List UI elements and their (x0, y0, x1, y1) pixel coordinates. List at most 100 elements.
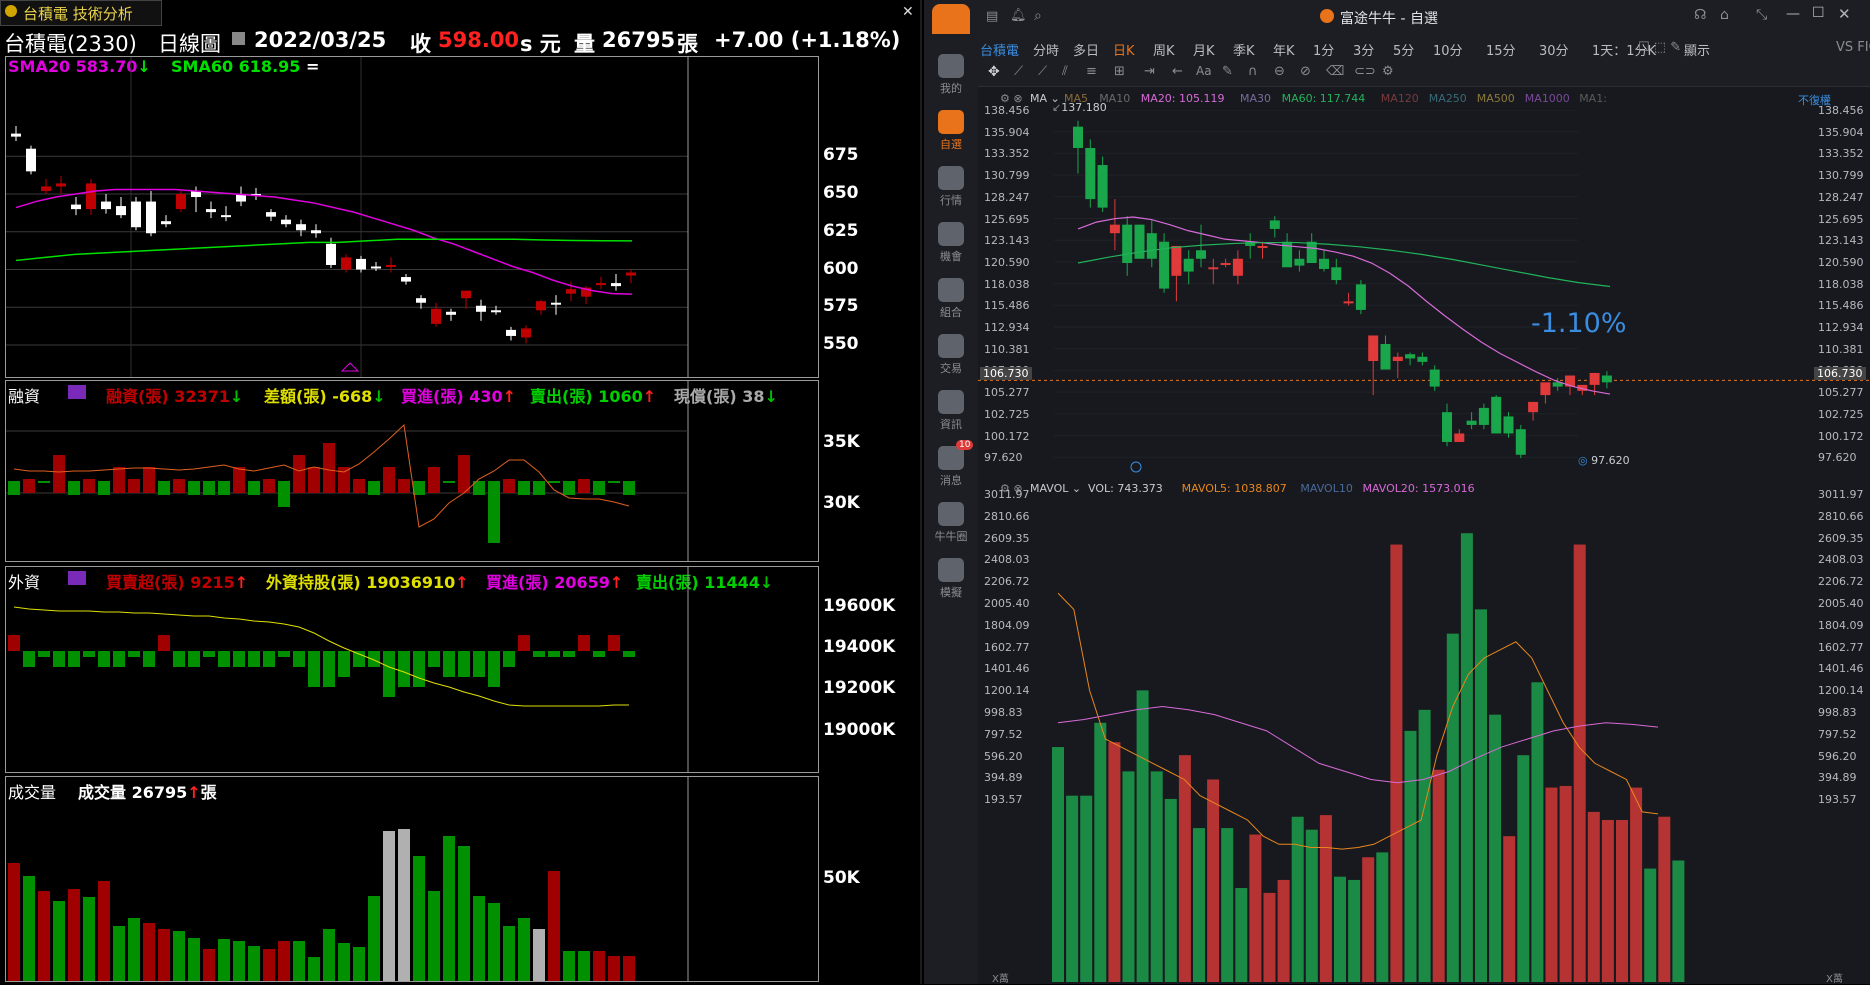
period-tab[interactable]: 季K (1233, 44, 1255, 59)
ma-item[interactable]: MA60: 117.744 (1281, 92, 1366, 105)
settings-icon[interactable]: ⚙ (1382, 64, 1394, 79)
period-tab[interactable]: 1天：1分K (1592, 44, 1657, 59)
vol-legend-item[interactable]: VOL: 743.373 (1088, 482, 1163, 495)
delete-icon[interactable]: ⌫ (1326, 64, 1345, 79)
volume-panel[interactable]: 成交量 成交量 26795↑張 (5, 776, 819, 982)
foreign-bar (533, 651, 545, 657)
period-tab[interactable]: 日K (1113, 44, 1135, 59)
chart-kind[interactable]: 日線圖 (158, 32, 221, 56)
sidebar-item[interactable]: 消息 10 (924, 440, 978, 488)
minimize-button[interactable]: — (1786, 6, 1800, 22)
candle-body (1392, 356, 1403, 362)
hide-icon[interactable]: ⊘ (1300, 64, 1311, 79)
period-tab[interactable]: 30分 (1539, 44, 1569, 59)
text-tool-icon[interactable]: Aa (1196, 64, 1212, 78)
price-axis-tick: 130.799 (1818, 169, 1864, 183)
period-tab[interactable]: 5分 (1393, 44, 1415, 59)
ma-item[interactable]: MA10 (1099, 92, 1131, 105)
compare-label[interactable]: VS FIC (1836, 40, 1870, 55)
period-tab[interactable]: 分時 (1033, 44, 1060, 59)
ma-item[interactable]: MA1000 (1524, 92, 1570, 105)
sma20-line (15, 188, 633, 295)
headset-icon[interactable]: ☊ (1694, 7, 1707, 23)
shirt-icon[interactable]: ⌂ (1720, 7, 1729, 23)
period-tab[interactable]: 年K (1273, 44, 1295, 59)
period-tab[interactable]: 顯示 (1684, 44, 1711, 59)
ma-item[interactable]: MA500 (1476, 92, 1515, 105)
vol-settings-icon[interactable]: ⚙ ⊗ (1000, 482, 1023, 495)
period-tab[interactable]: 台積電 (980, 44, 1020, 59)
ma-item[interactable]: MA5 (1064, 92, 1089, 105)
foreign-panel[interactable]: 外資 買賣超(張) 9215↑ 外資持股(張) 19036910↑ 買進(張) … (5, 566, 819, 773)
period-tab[interactable]: 1分 (1313, 44, 1335, 59)
sidebar: 我的自選行情機會組合交易資訊消息 10 牛牛圈模擬 (924, 34, 978, 984)
maximize-button[interactable]: ☐ (1812, 5, 1825, 21)
view-tools-icon[interactable]: ☐ ⬚ ✎ (1638, 40, 1682, 55)
close-button[interactable]: ✕ (1838, 5, 1851, 23)
sidebar-item[interactable]: 我的 (924, 54, 978, 96)
ma-item[interactable]: MA250 (1428, 92, 1467, 105)
crosshair-icon[interactable]: ✥ (988, 64, 1000, 80)
ma-item[interactable]: MA30 (1240, 92, 1272, 105)
bell-icon[interactable]: 🔔︎ (1010, 8, 1027, 23)
left-window-tab[interactable]: 台積電 技術分析 (0, 0, 162, 26)
shrink-icon[interactable]: ⤡ (1756, 7, 1768, 23)
range-tool-icon[interactable]: ⇥ (1144, 64, 1155, 79)
lock-icon[interactable]: ⊖ (1274, 64, 1285, 79)
sidebar-item[interactable]: 模擬 (924, 558, 978, 600)
list-icon[interactable] (68, 385, 86, 399)
list-icon[interactable] (68, 571, 86, 585)
magnet-icon[interactable]: ∩ (1248, 64, 1258, 79)
calendar-icon[interactable] (232, 32, 245, 45)
period-tab[interactable]: 3分 (1353, 44, 1375, 59)
volume-bar (503, 926, 515, 981)
sidebar-item[interactable]: 機會 (924, 222, 978, 264)
period-tab[interactable]: 月K (1193, 44, 1215, 59)
vol-selector[interactable]: MAVOL ⌄ (1030, 482, 1082, 495)
link-icon[interactable]: ⊂⊃ (1354, 64, 1376, 79)
ma-item[interactable]: MA120 (1380, 92, 1419, 105)
candle-body (1491, 396, 1502, 434)
channel-tool-icon[interactable]: ⫽ (1062, 64, 1068, 79)
period-tab[interactable]: 15分 (1486, 44, 1516, 59)
period-tab[interactable]: 多日 (1073, 44, 1100, 59)
sidebar-item[interactable]: 資訊 (924, 390, 978, 432)
vol-legend-item[interactable]: MAVOL20: 1573.016 (1362, 482, 1475, 495)
sidebar-item[interactable]: 自選 (924, 110, 978, 152)
search-icon[interactable]: ⌕ (1034, 8, 1042, 24)
margin-tick-35k: 35K (823, 432, 860, 452)
ma-selector[interactable]: MA ⌄ (1030, 92, 1060, 105)
sidebar-item[interactable]: 行情 (924, 166, 978, 208)
brush-tool-icon[interactable]: ✎ (1222, 64, 1233, 79)
vol-legend-item[interactable]: MAVOL10 (1300, 482, 1353, 495)
period-tab[interactable]: 10分 (1433, 44, 1463, 59)
volume-bar (1475, 609, 1487, 982)
menu-icon[interactable]: ▤ (986, 9, 999, 24)
price-panel[interactable]: SMA20 583.70↓ SMA60 618.95 = (5, 56, 819, 378)
sidebar-label: 組合 (940, 306, 962, 319)
close-icon[interactable]: ✕ (902, 4, 914, 20)
fib-tool-icon[interactable]: ≡ (1086, 64, 1097, 79)
vol-axis-tick: 193.57 (1818, 793, 1857, 807)
candle-body (116, 206, 126, 216)
ray-tool-icon[interactable]: ⟋ (1038, 64, 1048, 79)
ma-settings-icon[interactable]: ⚙ ⊗ (1000, 92, 1023, 105)
sidebar-item[interactable]: 交易 (924, 334, 978, 376)
sidebar-item[interactable]: 組合 (924, 278, 978, 320)
vol-legend-item[interactable]: MAVOL5: 1038.807 (1181, 482, 1287, 495)
ma-item[interactable]: MA1: (1579, 92, 1607, 105)
margin-panel[interactable]: 融資 融資(張) 32371↓ 差額(張) -668↓ 買進(張) 430↑ 賣… (5, 380, 819, 562)
line-tool-icon[interactable]: ⟋ (1014, 64, 1024, 79)
sidebar-item[interactable]: 牛牛圈 (924, 502, 978, 544)
volume-bar (113, 926, 125, 981)
window-title: 富途牛牛 - 自選 (1340, 11, 1438, 27)
foreign-tick: 19000K (823, 720, 896, 740)
period-tab[interactable]: 周K (1153, 44, 1175, 59)
ma-item[interactable]: MA20: 105.119 (1140, 92, 1225, 105)
gann-tool-icon[interactable]: ⊞ (1114, 64, 1125, 79)
arrow-tool-icon[interactable]: ← (1172, 64, 1183, 79)
restore-toggle[interactable]: 不復權 (1798, 94, 1831, 107)
low-price-label: ◎ 97.620 (1578, 454, 1630, 467)
dropdown-icon[interactable] (5, 5, 17, 17)
kline-area[interactable]: -1.10% ↙137.180 ◎ 97.620 ⚙ ⊗ MAVOL ⌄ VOL: … (978, 101, 1870, 985)
